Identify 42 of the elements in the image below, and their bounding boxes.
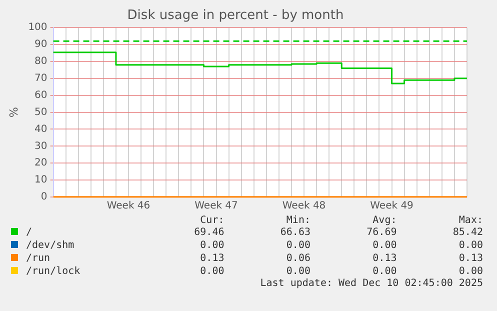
- y-tick-label: 20: [34, 158, 48, 169]
- text: 0.00: [285, 239, 312, 252]
- y-tick-label: 0: [40, 192, 48, 203]
- text: 0.13: [372, 252, 398, 265]
- text: 66.63: [279, 226, 312, 239]
- text: Cur:: [199, 215, 226, 226]
- y-tick-label: 80: [34, 56, 48, 68]
- text: 0.00: [458, 239, 484, 252]
- text: Last update: Wed Dec 10 02:45:00 2025: [259, 278, 484, 289]
- text: Avg:: [372, 215, 398, 226]
- y-tick-label: 100: [28, 22, 48, 34]
- text: Min:: [285, 215, 312, 226]
- text: 85.42: [452, 226, 484, 239]
- y-tick-label: 30: [34, 140, 48, 152]
- y-tick-label: 70: [34, 73, 48, 84]
- text: 0.00: [458, 265, 484, 278]
- x-tick-label: Week 49: [370, 200, 414, 212]
- text: 0.00: [199, 239, 226, 252]
- y-tick-label: 40: [34, 124, 48, 135]
- x-tick-label: Week 46: [106, 200, 150, 212]
- y-tick-label: 60: [34, 90, 48, 101]
- y-tick-label: 90: [34, 39, 48, 50]
- text: 0.00: [199, 265, 226, 278]
- y-tick-label: 50: [34, 106, 48, 118]
- text: 0.00: [285, 265, 312, 278]
- x-tick-label: Week 48: [282, 200, 326, 212]
- text: 0.06: [285, 252, 312, 265]
- text: 69.46: [193, 226, 226, 239]
- legend-label: /dev/shm: [25, 239, 76, 252]
- text: Max:: [458, 215, 484, 226]
- text: 0.00: [372, 265, 398, 278]
- y-axis-title: %: [7, 107, 20, 118]
- text: 76.69: [366, 226, 398, 239]
- text: 0.13: [199, 252, 226, 265]
- y-tick-label: 10: [34, 174, 48, 186]
- legend-label: /run: [25, 252, 52, 265]
- legend-label: /run/lock: [25, 265, 82, 278]
- legend-label: /: [25, 226, 34, 239]
- x-tick-label: Week 47: [194, 200, 238, 212]
- text: 0.00: [372, 239, 398, 252]
- text: 0.13: [458, 252, 484, 265]
- chart-title: Disk usage in percent - by month: [127, 8, 344, 24]
